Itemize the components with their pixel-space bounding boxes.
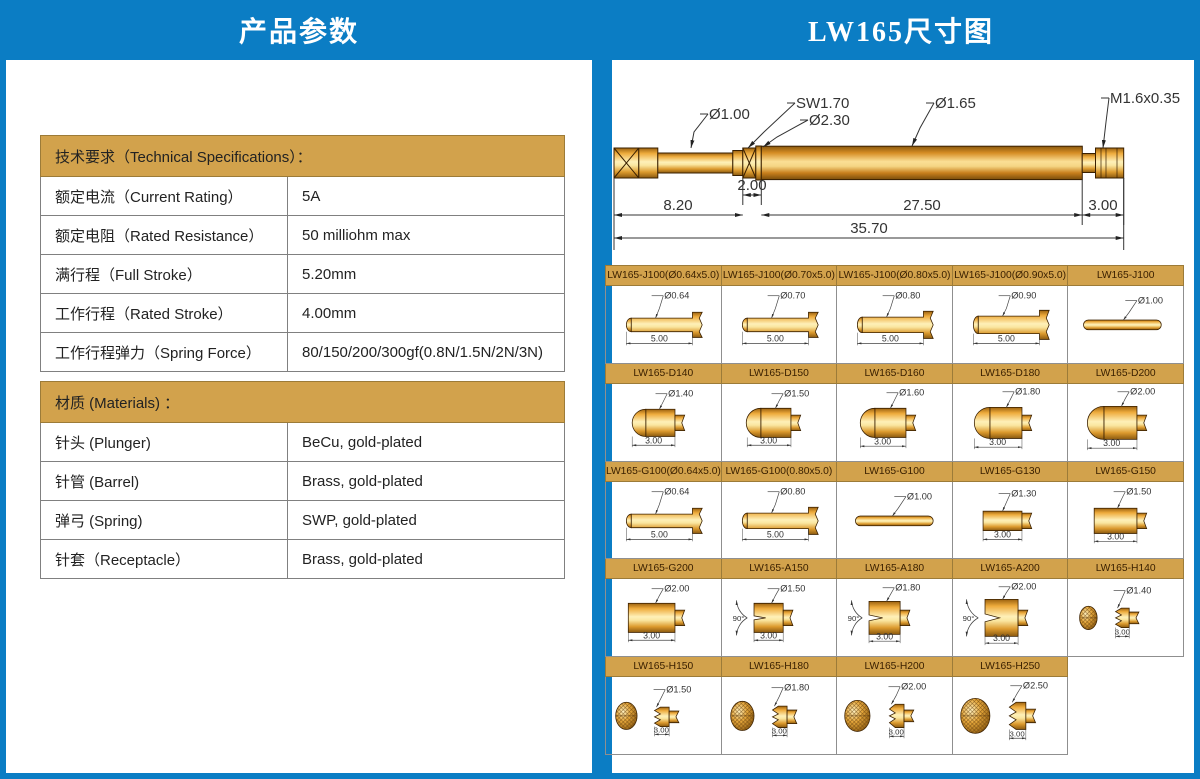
svg-text:2.00: 2.00 <box>737 177 766 194</box>
svg-text:Ø1.00: Ø1.00 <box>709 106 750 123</box>
svg-text:90°: 90° <box>732 614 744 623</box>
svg-text:5.00: 5.00 <box>882 333 899 343</box>
svg-text:3.00: 3.00 <box>643 631 660 641</box>
svg-text:3.00: 3.00 <box>1107 531 1124 541</box>
svg-text:M1.6x0.35: M1.6x0.35 <box>1110 90 1180 107</box>
svg-text:Ø1.80: Ø1.80 <box>895 583 920 593</box>
svg-text:Ø1.80: Ø1.80 <box>1015 386 1040 396</box>
svg-text:3.00: 3.00 <box>1088 197 1117 214</box>
svg-text:3.00: 3.00 <box>771 727 787 736</box>
svg-text:Ø1.40: Ø1.40 <box>668 388 693 398</box>
svg-text:3.00: 3.00 <box>1115 628 1131 637</box>
svg-text:Ø1.80: Ø1.80 <box>784 683 809 693</box>
svg-text:Ø0.90: Ø0.90 <box>1011 291 1036 301</box>
svg-text:3.00: 3.00 <box>760 435 777 445</box>
svg-text:3.00: 3.00 <box>1104 438 1121 448</box>
svg-text:90°: 90° <box>848 614 860 623</box>
svg-text:Ø1.50: Ø1.50 <box>666 685 691 695</box>
svg-text:Ø0.64: Ø0.64 <box>664 486 689 496</box>
svg-text:Ø1.50: Ø1.50 <box>784 388 809 398</box>
svg-text:Ø1.00: Ø1.00 <box>1138 295 1163 305</box>
svg-text:3.00: 3.00 <box>654 726 670 735</box>
svg-text:5.00: 5.00 <box>767 333 784 343</box>
svg-text:Ø0.80: Ø0.80 <box>895 291 920 301</box>
svg-text:Ø1.30: Ø1.30 <box>1011 488 1036 498</box>
svg-text:Ø2.50: Ø2.50 <box>1023 681 1048 691</box>
svg-text:3.00: 3.00 <box>874 436 891 446</box>
svg-text:3.00: 3.00 <box>989 437 1006 447</box>
svg-text:3.00: 3.00 <box>889 728 905 737</box>
svg-text:3.00: 3.00 <box>993 634 1010 644</box>
svg-text:Ø1.00: Ø1.00 <box>907 491 932 501</box>
svg-text:Ø2.30: Ø2.30 <box>809 112 850 129</box>
svg-text:3.00: 3.00 <box>760 631 777 641</box>
svg-text:SW1.70: SW1.70 <box>796 95 849 112</box>
svg-text:90°: 90° <box>962 614 974 623</box>
svg-text:Ø2.00: Ø2.00 <box>664 584 689 594</box>
svg-text:Ø0.80: Ø0.80 <box>780 486 805 496</box>
svg-text:Ø0.64: Ø0.64 <box>664 291 689 301</box>
svg-text:5.00: 5.00 <box>998 333 1015 343</box>
svg-text:5.00: 5.00 <box>651 529 668 539</box>
svg-text:Ø0.70: Ø0.70 <box>780 291 805 301</box>
svg-text:Ø2.00: Ø2.00 <box>1131 386 1156 396</box>
svg-text:3.00: 3.00 <box>994 529 1011 539</box>
svg-text:8.20: 8.20 <box>663 197 692 214</box>
svg-text:3.00: 3.00 <box>645 435 662 445</box>
svg-text:35.70: 35.70 <box>850 220 888 237</box>
svg-text:Ø2.00: Ø2.00 <box>901 682 926 692</box>
svg-text:Ø1.50: Ø1.50 <box>1127 486 1152 496</box>
svg-text:3.00: 3.00 <box>876 632 893 642</box>
svg-text:27.50: 27.50 <box>903 197 941 214</box>
svg-text:Ø1.50: Ø1.50 <box>780 584 805 594</box>
svg-text:5.00: 5.00 <box>767 529 784 539</box>
svg-text:5.00: 5.00 <box>651 333 668 343</box>
svg-text:Ø1.65: Ø1.65 <box>935 95 976 112</box>
svg-text:3.00: 3.00 <box>1009 729 1025 738</box>
svg-text:Ø1.40: Ø1.40 <box>1127 586 1152 596</box>
svg-text:Ø1.60: Ø1.60 <box>899 387 924 397</box>
svg-text:Ø2.00: Ø2.00 <box>1011 582 1036 592</box>
